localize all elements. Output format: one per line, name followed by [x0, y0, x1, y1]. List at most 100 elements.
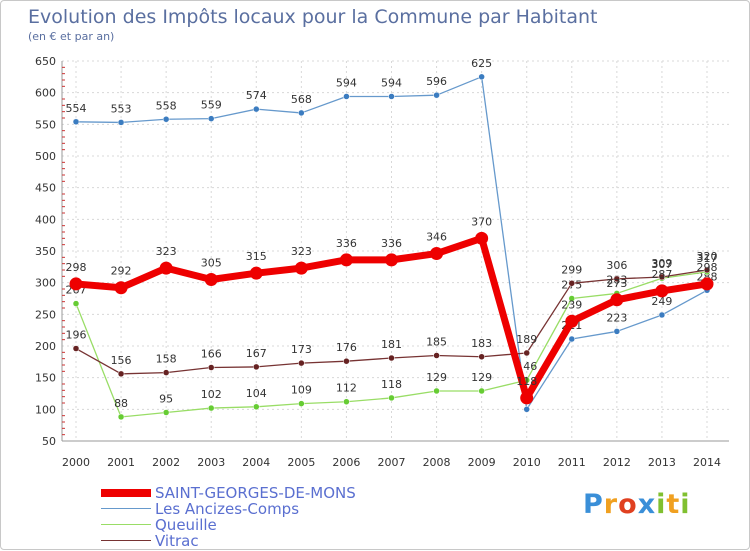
data-point-les-ancizes-comps: [162, 116, 170, 123]
x-tick-label: 2003: [197, 456, 225, 469]
x-tick-label: 2001: [107, 456, 135, 469]
data-label-queuille: 102: [201, 388, 222, 401]
data-label-vitrac: 309: [651, 257, 672, 270]
y-tick-label: 650: [35, 55, 56, 68]
logo-letter: t: [666, 489, 681, 520]
x-tick-label: 2005: [287, 456, 315, 469]
logo-letter: o: [618, 489, 638, 520]
data-label-queuille: 112: [336, 382, 357, 395]
data-label-vitrac: 320: [697, 250, 718, 263]
data-label-saint-georges-de-mons: 323: [156, 245, 177, 258]
legend-swatch-queuille: [101, 524, 151, 525]
data-label-vitrac: 158: [156, 353, 177, 366]
data-label-queuille: 129: [426, 371, 447, 384]
data-point-saint-georges-de-mons: [159, 261, 173, 275]
data-point-queuille: [388, 394, 395, 402]
data-point-les-ancizes-comps: [658, 311, 666, 319]
data-label-vitrac: 189: [516, 333, 537, 346]
data-label-les-ancizes-comps: 568: [291, 93, 312, 106]
data-point-les-ancizes-comps: [207, 115, 215, 122]
data-point-vitrac: [523, 349, 530, 357]
chart-title: Evolution des Impôts locaux pour la Comm…: [28, 6, 598, 28]
data-point-saint-georges-de-mons: [114, 281, 128, 295]
data-point-vitrac: [568, 280, 576, 287]
data-point-vitrac: [343, 357, 350, 365]
data-label-les-ancizes-comps: 559: [201, 99, 222, 112]
y-tick-label: 550: [35, 118, 56, 131]
data-label-saint-georges-de-mons: 323: [291, 245, 312, 258]
x-tick-label: 2002: [152, 456, 180, 469]
data-point-vitrac: [613, 275, 621, 283]
legend-label-queuille: Queuille: [155, 516, 217, 534]
data-point-vitrac: [388, 354, 395, 362]
data-point-saint-georges-de-mons: [204, 273, 218, 286]
x-tick-label: 2004: [242, 456, 270, 469]
data-point-saint-georges-de-mons: [610, 293, 624, 307]
data-point-saint-georges-de-mons: [520, 391, 534, 405]
data-label-vitrac: 173: [291, 343, 312, 356]
data-label-les-ancizes-comps: 554: [66, 102, 87, 115]
y-tick-label: 600: [35, 87, 56, 100]
x-tick-label: 2008: [423, 456, 451, 469]
data-point-les-ancizes-comps: [298, 109, 305, 117]
data-label-queuille: 307: [651, 258, 672, 271]
data-label-vitrac: 166: [201, 348, 222, 361]
data-point-saint-georges-de-mons: [430, 247, 444, 261]
data-label-les-ancizes-comps: 625: [471, 57, 492, 70]
data-point-queuille: [253, 403, 260, 411]
y-tick-label: 300: [35, 277, 56, 290]
y-tick-label: 450: [35, 182, 56, 195]
y-tick-label: 50: [42, 435, 56, 448]
x-tick-label: 2000: [62, 456, 90, 469]
legend-label-les-ancizes-comps: Les Ancizes-Comps: [155, 500, 300, 518]
logo-letter: r: [603, 489, 619, 520]
data-point-saint-georges-de-mons: [700, 277, 714, 291]
data-point-les-ancizes-comps: [568, 335, 576, 343]
data-label-vitrac: 176: [336, 341, 357, 354]
data-label-vitrac: 196: [66, 329, 87, 342]
logo-letter: i: [656, 489, 667, 520]
logo-letter: P: [583, 489, 604, 520]
data-label-les-ancizes-comps: 558: [156, 99, 177, 112]
logo-letter: i: [680, 489, 691, 520]
data-point-les-ancizes-comps: [117, 119, 125, 126]
data-label-queuille: 88: [114, 397, 128, 410]
data-point-vitrac: [478, 353, 485, 361]
data-label-vitrac: 156: [111, 354, 132, 367]
data-label-saint-georges-de-mons: 292: [111, 265, 132, 278]
x-tick-label: 2014: [693, 456, 721, 469]
y-tick-label: 400: [35, 213, 56, 226]
x-tick-label: 2009: [468, 456, 496, 469]
data-point-queuille: [433, 387, 440, 395]
data-point-queuille: [117, 413, 125, 421]
legend-label-vitrac: Vitrac: [155, 532, 199, 550]
x-tick-label: 2011: [558, 456, 586, 469]
data-point-vitrac: [162, 369, 170, 376]
data-point-les-ancizes-comps: [523, 406, 530, 413]
data-label-saint-georges-de-mons: 315: [246, 250, 267, 263]
data-point-vitrac: [703, 266, 711, 274]
x-tick-label: 2007: [378, 456, 406, 469]
data-point-saint-georges-de-mons: [339, 253, 353, 267]
data-point-les-ancizes-comps: [72, 118, 80, 126]
data-point-les-ancizes-comps: [478, 73, 485, 81]
data-label-les-ancizes-comps: 596: [426, 75, 447, 88]
y-tick-label: 150: [35, 372, 56, 385]
data-label-les-ancizes-comps: 594: [336, 76, 357, 89]
data-label-queuille: 104: [246, 387, 267, 400]
data-point-saint-georges-de-mons: [475, 231, 489, 245]
data-point-vitrac: [207, 364, 215, 371]
data-point-vitrac: [658, 273, 666, 281]
data-label-les-ancizes-comps: 594: [381, 76, 402, 89]
data-point-vitrac: [433, 352, 440, 359]
data-label-saint-georges-de-mons: 336: [336, 237, 357, 250]
data-point-les-ancizes-comps: [343, 93, 350, 100]
data-point-saint-georges-de-mons: [69, 277, 83, 291]
data-point-les-ancizes-comps: [253, 105, 260, 113]
x-tick-label: 2013: [648, 456, 676, 469]
data-point-queuille: [478, 387, 485, 395]
data-label-queuille: 95: [159, 393, 173, 406]
data-label-vitrac: 185: [426, 336, 447, 349]
